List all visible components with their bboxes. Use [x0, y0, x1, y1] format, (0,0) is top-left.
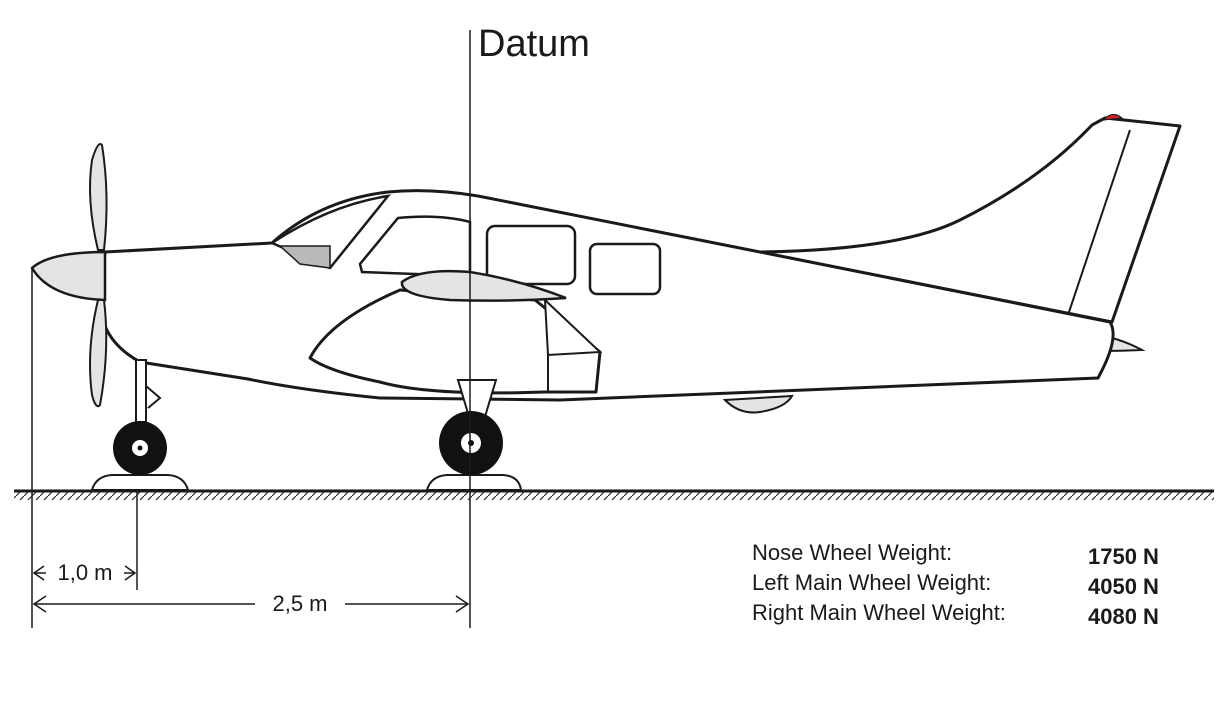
vertical-stabilizer	[758, 116, 1182, 324]
nose-landing-gear	[113, 359, 167, 475]
dim1-label: 1,0 m	[57, 560, 112, 585]
nose-wheel-axle	[137, 445, 143, 451]
weight-label-left-main: Left Main Wheel Weight:	[752, 570, 991, 595]
weight-value-nose: 1750 N	[1088, 544, 1159, 569]
beacon-light	[1102, 114, 1124, 121]
dim2-arrow-right	[455, 595, 470, 613]
datum-label: Datum	[478, 23, 590, 65]
ground-hatching	[14, 492, 1214, 500]
weight-value-left-main: 4050 N	[1088, 574, 1159, 599]
weight-label-right-main: Right Main Wheel Weight:	[752, 600, 1006, 625]
middle-side-window	[485, 224, 577, 286]
rear-side-window	[588, 242, 662, 296]
nose-gear-link	[145, 385, 162, 409]
weight-label-nose: Nose Wheel Weight:	[752, 540, 952, 565]
dim2-label: 2,5 m	[272, 591, 327, 616]
weights-table: Nose Wheel Weight: 1750 N Left Main Whee…	[752, 540, 1159, 629]
dim1-arrow-left	[32, 565, 45, 581]
main-wheel-axle	[468, 440, 474, 446]
wing-tip-face	[543, 297, 603, 357]
main-landing-gear	[439, 379, 503, 475]
main-wheel-scale	[425, 474, 523, 491]
propeller-spinner	[30, 250, 107, 302]
dim1-arrow-right	[124, 565, 137, 581]
propeller-blade-lower	[89, 299, 108, 408]
weight-value-right-main: 4080 N	[1088, 604, 1159, 629]
dimension-nose-to-datum: 2,5 m	[32, 591, 470, 616]
nose-wheel-scale	[90, 474, 190, 491]
dimension-nose-to-nosewheel: 1,0 m	[32, 560, 137, 585]
nose-gear-strut	[135, 359, 147, 423]
belly-fairing	[722, 394, 794, 414]
instrument-glareshield	[278, 245, 331, 269]
dim2-arrow-left	[32, 595, 47, 613]
wing-upper-surface	[400, 269, 567, 302]
ground	[14, 489, 1214, 500]
propeller-blade-upper	[89, 143, 108, 251]
rudder-hinge-line	[1067, 129, 1131, 316]
